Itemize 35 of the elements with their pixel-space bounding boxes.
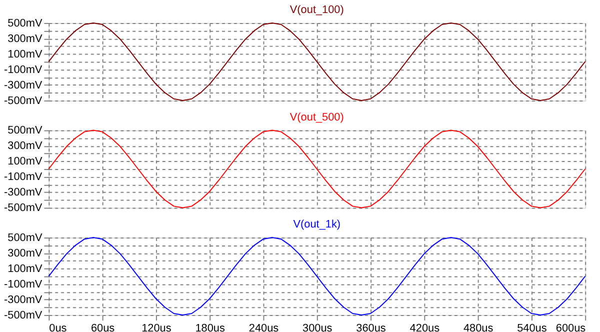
x-tick-label: 600us — [556, 322, 586, 332]
y-tick-label: 500mV — [8, 17, 43, 30]
x-tick-label: 60us — [90, 322, 116, 332]
x-tick-label: 0us — [49, 322, 68, 332]
series-label: V(out_100) — [290, 4, 344, 16]
line-series — [48, 130, 586, 208]
y-tick-label: 100mV — [8, 263, 43, 276]
x-tick-label: 480us — [463, 322, 494, 332]
y-tick-label: 100mV — [8, 48, 43, 60]
y-tick-label: -300mV — [4, 186, 43, 199]
x-tick-label: 360us — [356, 322, 386, 332]
y-tick-label: -300mV — [4, 79, 43, 92]
y-tick-label: -500mV — [4, 310, 43, 322]
y-tick-label: 100mV — [8, 156, 43, 168]
y-tick-label: 500mV — [8, 124, 43, 137]
y-tick-label: 300mV — [8, 32, 43, 45]
y-tick-label: -500mV — [4, 94, 43, 107]
line-series — [48, 237, 586, 316]
x-tick-label: 180us — [195, 322, 226, 332]
y-tick-label: -500mV — [4, 202, 43, 214]
y-tick-label: 300mV — [8, 248, 43, 260]
x-tick-label: 420us — [410, 322, 440, 332]
x-tick-label: 540us — [517, 322, 548, 332]
y-tick-label: -100mV — [4, 171, 43, 184]
y-tick-label: -100mV — [4, 64, 43, 76]
y-tick-label: -100mV — [4, 278, 43, 291]
x-tick-label: 120us — [142, 322, 172, 332]
series-label: V(out_1k) — [293, 218, 341, 231]
x-tick-label: 300us — [302, 322, 333, 332]
y-tick-label: -300mV — [4, 294, 43, 306]
series-label: V(out_500) — [290, 111, 344, 124]
x-tick-label: 240us — [248, 322, 280, 332]
y-tick-label: 500mV — [8, 232, 43, 244]
line-series — [48, 22, 586, 101]
y-tick-label: 300mV — [8, 140, 43, 152]
